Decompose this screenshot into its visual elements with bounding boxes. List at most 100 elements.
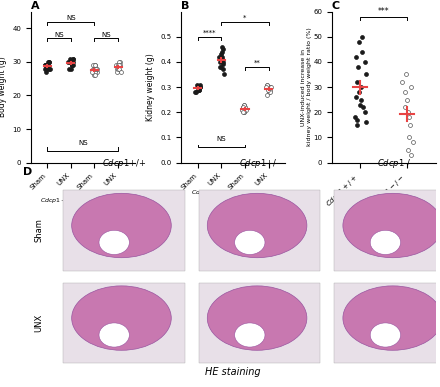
Point	[362, 59, 369, 65]
Point	[362, 71, 369, 77]
Point	[357, 102, 364, 108]
Point	[45, 59, 52, 65]
Point	[92, 65, 99, 72]
Text: HE staining: HE staining	[205, 367, 261, 377]
Point	[196, 84, 203, 90]
Point	[42, 62, 49, 68]
Bar	[334, 283, 440, 363]
Point	[359, 49, 366, 55]
Point	[197, 82, 204, 88]
Ellipse shape	[99, 230, 129, 255]
Point	[69, 62, 76, 68]
Point	[195, 87, 202, 93]
Bar	[63, 283, 185, 363]
Point	[353, 54, 360, 60]
Point	[355, 64, 362, 70]
Point	[70, 59, 77, 65]
Text: $\it{Cdcp1\text{+}/\text{-}}$: $\it{Cdcp1\text{+}/\text{-}}$	[239, 157, 280, 170]
Point	[406, 134, 413, 140]
Point	[402, 104, 409, 110]
Text: **: **	[253, 60, 260, 66]
Y-axis label: Body weight (g): Body weight (g)	[0, 57, 7, 117]
Text: D: D	[23, 167, 32, 177]
Point	[112, 62, 119, 68]
Point	[264, 82, 271, 88]
Point	[42, 69, 49, 75]
Text: $\it{Cdcp1-/-}$: $\it{Cdcp1-/-}$	[88, 196, 125, 205]
Point	[362, 119, 369, 125]
Ellipse shape	[72, 286, 171, 350]
Point	[359, 104, 367, 110]
Point	[354, 122, 361, 128]
Point	[195, 87, 202, 93]
Point	[352, 94, 359, 100]
Point	[266, 87, 273, 93]
Point	[353, 117, 360, 123]
Point	[117, 69, 125, 75]
Point	[352, 114, 359, 120]
Point	[218, 51, 225, 58]
Point	[114, 62, 121, 68]
Point	[92, 69, 99, 75]
Point	[264, 87, 271, 93]
Text: $\it{Cdcp1\text{+}/\text{+}}$: $\it{Cdcp1\text{+}/\text{+}}$	[102, 157, 146, 170]
Text: NS: NS	[66, 15, 76, 21]
Point	[41, 62, 48, 68]
Ellipse shape	[99, 323, 129, 347]
Bar	[334, 190, 440, 271]
Point	[197, 84, 204, 90]
Text: B: B	[181, 1, 190, 11]
Point	[240, 109, 247, 115]
Text: A: A	[31, 1, 40, 11]
Point	[239, 107, 246, 113]
Ellipse shape	[72, 194, 171, 258]
Point	[68, 65, 75, 72]
Point	[67, 59, 74, 65]
Point	[114, 65, 121, 72]
Point	[264, 92, 271, 98]
Text: $\it{Cdcp1+/+}$: $\it{Cdcp1+/+}$	[191, 188, 228, 197]
Text: $\it{Cdcp1-/-}$: $\it{Cdcp1-/-}$	[238, 188, 275, 197]
Point	[45, 59, 52, 65]
Point	[114, 69, 121, 75]
Point	[268, 84, 275, 90]
Text: Sham: Sham	[34, 218, 44, 242]
Point	[66, 65, 73, 72]
Point	[44, 65, 51, 72]
Point	[399, 79, 406, 85]
Point	[403, 71, 410, 77]
Point	[42, 65, 49, 72]
Bar	[199, 190, 320, 271]
Point	[240, 109, 247, 115]
Text: NS: NS	[102, 31, 111, 38]
Point	[358, 84, 365, 90]
Point	[356, 89, 363, 95]
Point	[68, 62, 75, 68]
Text: $\it{Cdcp1\text{-}/\text{-}}$: $\it{Cdcp1\text{-}/\text{-}}$	[377, 157, 414, 170]
Point	[89, 69, 96, 75]
Point	[115, 65, 122, 72]
Point	[192, 89, 199, 95]
Point	[239, 104, 246, 110]
Point	[220, 62, 227, 68]
Point	[91, 72, 98, 79]
Point	[45, 65, 52, 72]
Point	[219, 54, 226, 60]
Ellipse shape	[343, 194, 440, 258]
Point	[217, 64, 224, 70]
Text: NS: NS	[216, 136, 226, 142]
Point	[218, 57, 225, 63]
Point	[357, 97, 364, 103]
Ellipse shape	[343, 286, 440, 350]
Point	[89, 65, 96, 72]
Point	[115, 59, 122, 65]
Point	[90, 72, 97, 79]
Point	[94, 69, 101, 75]
Point	[405, 114, 412, 120]
Point	[217, 64, 224, 70]
Point	[46, 65, 53, 72]
Point	[194, 82, 201, 88]
Point	[403, 97, 410, 103]
Text: ***: ***	[378, 7, 389, 16]
Point	[67, 55, 74, 62]
